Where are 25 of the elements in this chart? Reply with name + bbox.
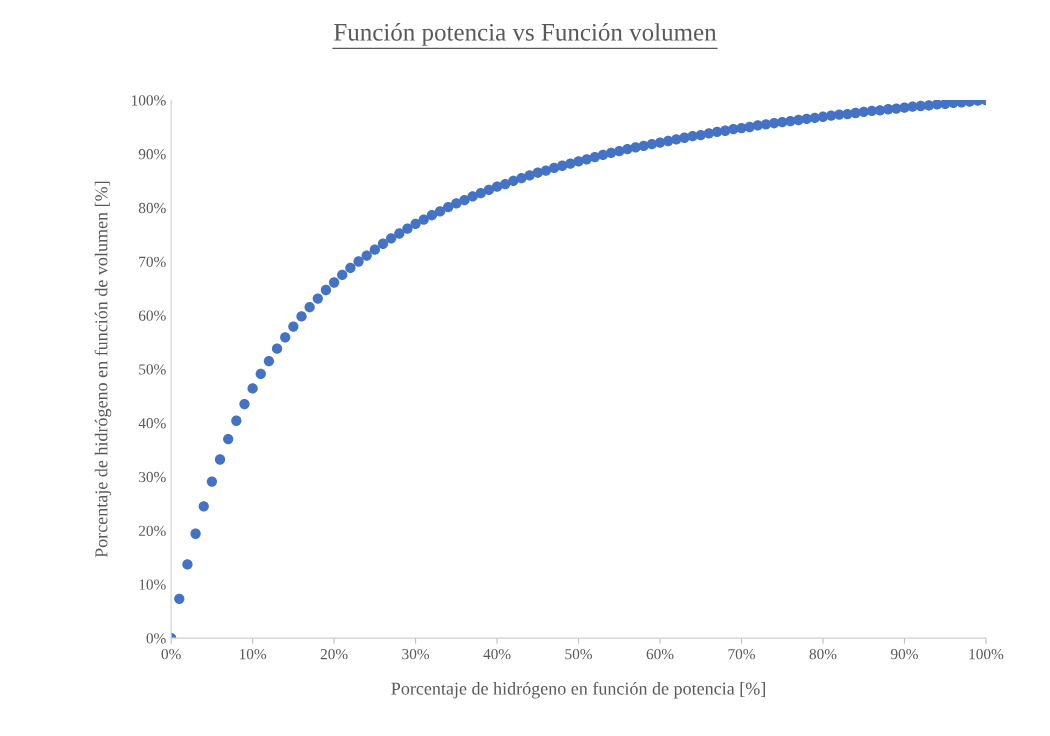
y-tick-label: 90% [138, 149, 166, 160]
x-tick-label: 10% [239, 648, 267, 660]
y-tick-label: 60% [138, 310, 166, 321]
x-tick-label: 60% [646, 648, 674, 660]
y-tick-label: 80% [138, 202, 166, 214]
x-tick-label: 90% [890, 648, 918, 660]
x-tick-label: 100% [969, 648, 1004, 660]
y-tick-label: 30% [139, 471, 166, 483]
y-tick-label: 10% [139, 579, 166, 590]
x-tick-label: 30% [402, 648, 430, 660]
y-tick-label: 20% [138, 525, 166, 537]
y-tick-label: 0% [146, 633, 166, 644]
y-tick-label: 100% [131, 95, 166, 106]
x-tick-label: 50% [565, 648, 593, 660]
y-tick-label: 70% [139, 256, 166, 267]
x-axis-title: Porcentaje de hidrógeno en función de potencia [%] [391, 681, 765, 699]
x-tick-label: 70% [728, 648, 755, 660]
x-tick-label: 0% [161, 648, 181, 660]
x-tick-label: 40% [483, 648, 511, 660]
x-tick-label: 80% [809, 648, 837, 660]
y-tick-label: 50% [139, 364, 166, 375]
y-axis-title: Porcentaje de hidrógeno en función de volumen [%] [94, 181, 112, 558]
chart-title: Función potencia vs Función volumen [334, 23, 717, 46]
x-tick-label: 20% [320, 648, 348, 660]
y-tick-label: 40% [138, 418, 166, 429]
